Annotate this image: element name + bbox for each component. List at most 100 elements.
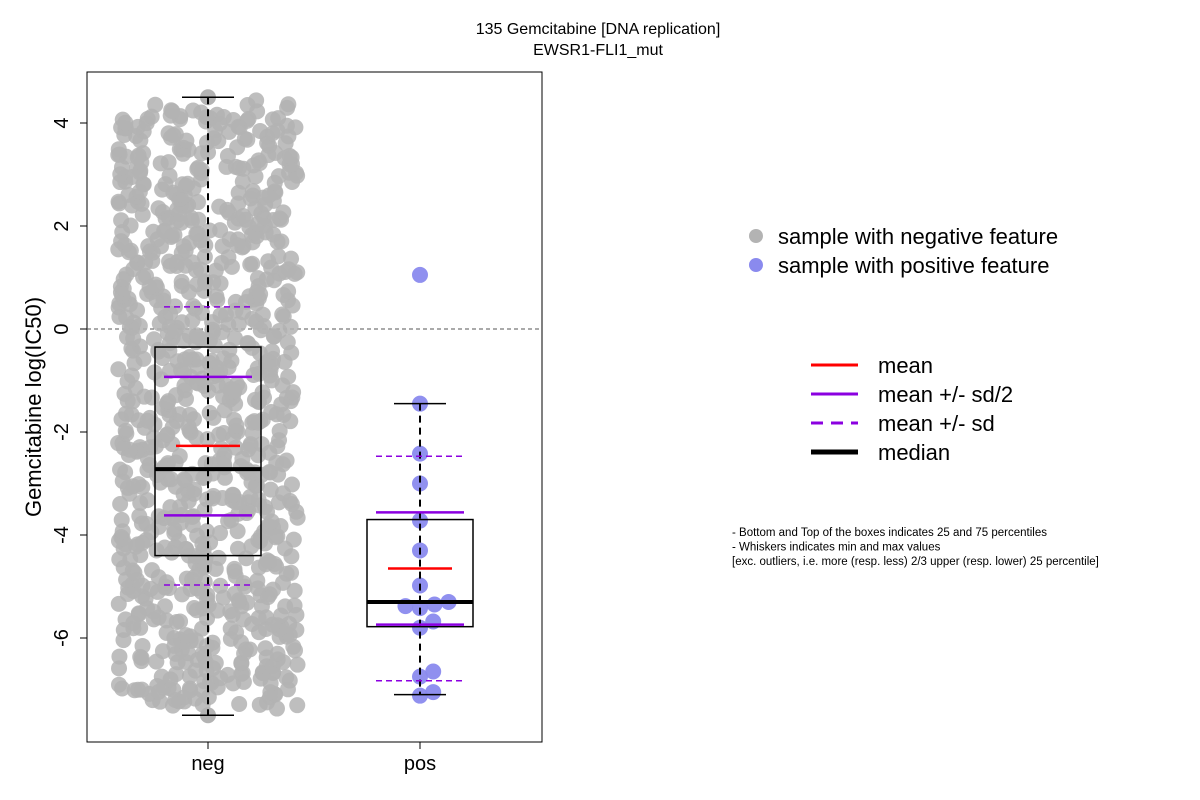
neg-sample-point [226,330,243,347]
y-axis: 4 2 0 -2 -4 -6 [51,117,87,647]
legend-point-label: sample with positive feature [778,253,1049,278]
note-line: - Whiskers indicates min and max values [732,542,941,554]
neg-sample-point [188,429,205,446]
legend-point-marker [749,229,763,243]
neg-sample-point [252,122,269,139]
neg-sample-point [249,270,266,287]
neg-sample-point [283,250,300,267]
neg-sample-point [229,231,246,248]
neg-sample-point [211,198,228,215]
neg-sample-point [289,656,306,673]
neg-sample-point [161,253,178,270]
neg-sample-point [201,222,218,239]
neg-sample-point [190,159,207,176]
neg-sample-point [210,549,227,566]
neg-sample-point [156,222,173,239]
neg-sample-point [112,495,129,512]
method-notes: - Bottom and Top of the boxes indicates … [732,527,1099,568]
neg-sample-point [275,204,292,221]
neg-sample-point [234,173,251,190]
neg-sample-point [283,564,300,581]
neg-sample-point [203,352,220,369]
neg-sample-point [244,255,261,272]
y-tick-label: 2 [51,220,73,231]
neg-sample-point [184,254,201,271]
neg-sample-point [212,275,229,292]
neg-sample-point [212,577,229,594]
legend-statistics: mean mean +/- sd/2 mean +/- sd median [811,353,1013,465]
neg-sample-point [212,525,229,542]
neg-sample-point [111,648,128,665]
neg-sample-point [271,422,288,439]
neg-sample-point [134,577,151,594]
neg-sample-point [283,476,300,493]
sample-points [110,89,457,724]
neg-sample-point [164,103,181,120]
neg-sample-point [235,207,252,224]
neg-sample-point [123,367,140,384]
neg-sample-point [176,351,193,368]
neg-sample-point [134,637,151,654]
chart-subtitle: EWSR1-FLI1_mut [533,42,663,59]
neg-sample-point [182,682,199,699]
box-iqr [154,346,262,557]
neg-sample-point [161,167,178,184]
pos-sample-point [412,512,428,529]
neg-sample-point [215,109,232,126]
neg-sample-point [137,267,154,284]
neg-sample-point [281,147,298,164]
legend-line-label: mean [878,353,933,378]
y-tick-label: -2 [51,423,73,441]
neg-sample-point [113,511,130,528]
note-line: [exc. outliers, i.e. more (resp. less) 2… [732,556,1099,568]
pos-sample-point [425,663,442,680]
neg-sample-point [231,696,248,713]
neg-sample-point [228,417,245,434]
neg-sample-point [204,321,221,338]
pos-sample-point [425,684,442,701]
neg-sample-point [131,508,148,525]
neg-sample-point [116,385,133,402]
neg-sample-point [286,597,303,614]
neg-sample-point [178,627,195,644]
neg-sample-point [156,598,173,615]
x-tick-label: pos [404,753,436,775]
neg-sample-point [147,96,164,113]
neg-sample-point [215,425,232,442]
y-axis-label: Gemcitabine log(IC50) [21,297,46,517]
neg-sample-point [133,681,150,698]
neg-sample-point [150,200,167,217]
chart-title: 135 Gemcitabine [DNA replication] [476,21,721,38]
neg-sample-point [185,298,202,315]
neg-sample-point [286,582,303,599]
neg-sample-point [239,131,256,148]
neg-sample-point [289,697,306,714]
neg-sample-point [270,248,287,265]
box-plots [154,96,474,716]
neg-sample-point [229,540,246,557]
neg-sample-point [252,286,269,303]
legend-point-marker [749,258,763,272]
neg-sample-point [152,155,169,172]
neg-sample-point [198,523,215,540]
neg-sample-point [248,92,265,109]
neg-sample-point [257,640,274,657]
neg-sample-point [208,288,225,305]
pos-sample-point [412,266,428,283]
pos-sample-point [412,687,428,704]
neg-sample-point [134,479,151,496]
neg-sample-point [213,440,230,457]
neg-sample-point [197,274,214,291]
neg-sample-point [274,306,291,323]
neg-sample-point [279,99,296,116]
neg-sample-point [139,492,156,509]
y-tick-label: 0 [51,323,73,334]
neg-sample-point [262,481,279,498]
legend-line-label: median [878,440,950,465]
neg-sample-point [115,271,132,288]
y-tick-label: -4 [51,526,73,544]
neg-sample-point [153,668,170,685]
neg-sample-point [201,404,218,421]
neg-sample-point [198,134,215,151]
